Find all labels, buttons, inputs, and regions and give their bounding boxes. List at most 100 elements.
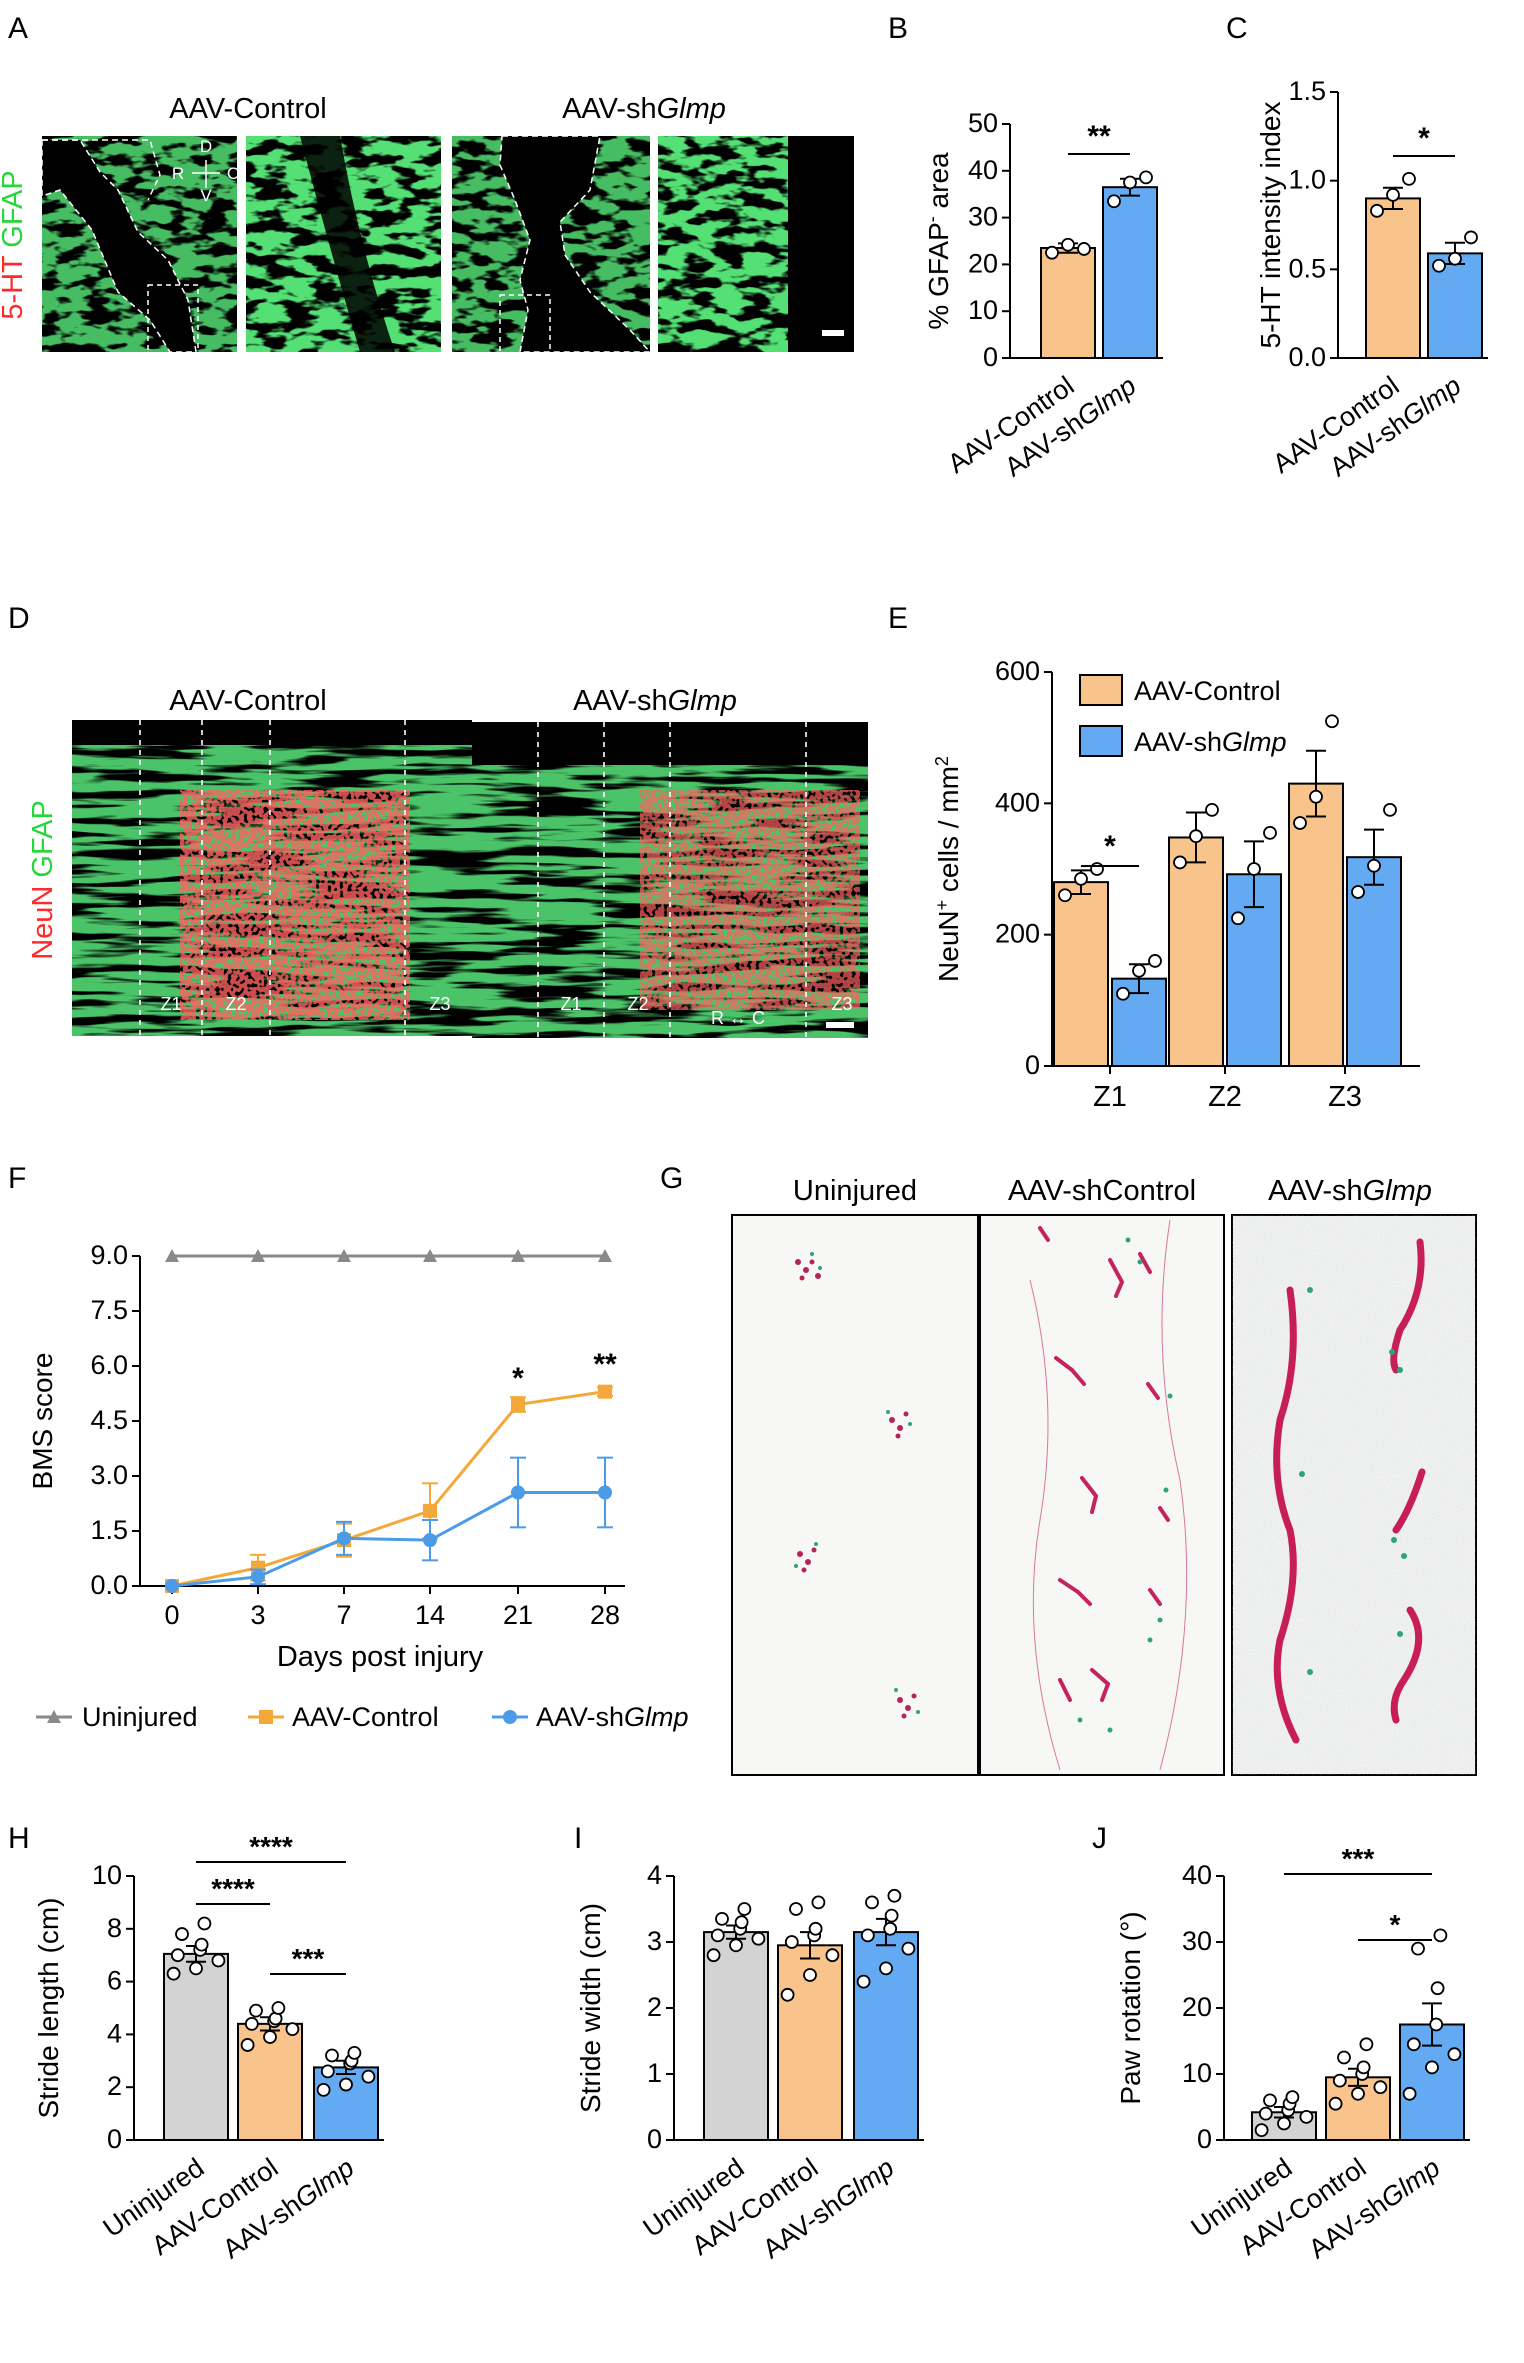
y-tick-label: 0: [1025, 1050, 1040, 1080]
data-point: [1429, 2017, 1444, 2032]
data-point: [1148, 954, 1162, 968]
y-tick-label: 4: [107, 2018, 122, 2048]
y-tick-label: 8: [107, 1913, 122, 1943]
y-tick-label: 10: [92, 1860, 122, 1890]
panel-d: D AAV-Control AAV-shGlmp NeuN GFAP Z1 Z2…: [8, 602, 868, 1038]
data-point: [884, 1908, 899, 1923]
data-point: [710, 1928, 725, 1943]
significance-stars: ***: [292, 1943, 325, 1974]
x-category-label: Z3: [1328, 1081, 1362, 1113]
data-point: [263, 2030, 277, 2044]
micrograph-a-control-zoom: [246, 136, 441, 352]
category-italic: Glmp: [1071, 370, 1141, 432]
data-point: [1406, 2037, 1421, 2052]
title-sh-italic: Glmp: [657, 93, 726, 125]
panel-letter: E: [888, 602, 908, 635]
legend-sh-italic: Glmp: [624, 1702, 689, 1732]
data-point: [598, 1384, 612, 1399]
data-point: [1139, 170, 1153, 185]
data-point: [165, 1249, 179, 1262]
data-point: [285, 2022, 300, 2037]
panel-letter: H: [8, 1822, 30, 1855]
x-axis-label: Days post injury: [277, 1641, 484, 1673]
data-point: [780, 1987, 795, 2002]
y-axis-label: Paw rotation (°): [1115, 1911, 1146, 2104]
data-point: [784, 1935, 799, 1949]
data-point: [175, 1927, 189, 1941]
data-point: [1277, 2116, 1291, 2131]
legend-label-control: AAV-Control: [292, 1702, 439, 1732]
data-point: [1411, 1941, 1425, 1956]
y-label-post: area: [923, 152, 954, 216]
y-label-text: 5-HT intensity index: [1255, 102, 1286, 349]
stain-gfap-d: GFAP: [27, 800, 59, 885]
panel-d-stain-label: NeuN GFAP: [27, 800, 59, 960]
legend-sh-plain: AAV-sh: [536, 1702, 624, 1732]
footprint-uninjured: [731, 1214, 979, 1776]
zone-z1-left: Z1: [160, 994, 181, 1014]
panel-a-title-control: AAV-Control: [169, 93, 326, 125]
data-point: [1447, 2047, 1462, 2062]
data-point: [337, 1531, 351, 1546]
category-italic: Glmp: [289, 2152, 359, 2214]
data-point: [194, 1937, 209, 1952]
data-point: [249, 2003, 263, 2018]
stain-5ht: 5-HT: [0, 255, 29, 320]
data-point: [1356, 2060, 1371, 2075]
data-point: [361, 2069, 376, 2084]
compass-r: R: [172, 164, 184, 183]
legend-sh-italic: Glmp: [1222, 727, 1287, 757]
x-tick-label: 3: [250, 1600, 265, 1630]
x-tick-label: 7: [336, 1600, 351, 1630]
data-point: [240, 2038, 255, 2052]
data-point: [1263, 2093, 1277, 2108]
data-point: [1045, 245, 1059, 260]
category-italic: Glmp: [1375, 2152, 1445, 2214]
data-point: [598, 1485, 612, 1500]
x-tick-label: 0: [164, 1600, 179, 1630]
data-point: [856, 1974, 871, 1989]
x-category-label: AAV-shGlmp: [217, 2152, 359, 2264]
bar: [1040, 247, 1096, 360]
x-category-label: Z1: [1093, 1081, 1127, 1113]
legend-marker-uninjured: [47, 1710, 61, 1723]
data-point: [729, 1938, 743, 1953]
panel-letter: J: [1092, 1822, 1107, 1855]
chart-c: C0.00.51.01.55-HT intensity indexAAV-Con…: [1226, 12, 1488, 482]
y-tick-label: 1.5: [1288, 76, 1326, 106]
category-italic: Glmp: [1396, 370, 1466, 432]
data-point: [511, 1485, 525, 1500]
data-point: [1189, 829, 1203, 844]
y-tick-label: 10: [1182, 2058, 1212, 2088]
data-point: [1254, 2123, 1269, 2138]
zone-z2-left: Z2: [225, 994, 246, 1014]
data-point: [1285, 2090, 1300, 2105]
data-point: [825, 1948, 840, 1963]
x-category-label: AAV-shGlmp: [757, 2152, 899, 2264]
data-point: [1367, 858, 1381, 873]
legend-swatch-sh: [1079, 725, 1123, 757]
data-point: [347, 2045, 362, 2060]
zone-z2-right: Z2: [627, 994, 648, 1014]
data-point: [1132, 963, 1146, 978]
y-label-pre: % GFAP: [923, 222, 954, 329]
g-title-plain: AAV-sh: [1268, 1175, 1363, 1207]
zone-z3-left: Z3: [429, 994, 450, 1014]
data-point: [879, 1961, 893, 1976]
data-point: [887, 1888, 902, 1903]
data-point: [1332, 2073, 1347, 2088]
legend-sh-plain: AAV-sh: [1134, 727, 1222, 757]
legend-label-sh: AAV-shGlmp: [1134, 727, 1287, 757]
axis-rc-label: R ↔ C: [711, 1008, 765, 1028]
data-point: [734, 1915, 749, 1930]
title-d-sh-italic: Glmp: [668, 685, 737, 717]
data-point: [1402, 2086, 1417, 2101]
footprint-shcontrol: [979, 1214, 1225, 1776]
legend-label-uninjured: Uninjured: [82, 1702, 198, 1732]
panel-letter: B: [888, 12, 908, 45]
footprint-shglmp: [1231, 1214, 1477, 1776]
y-tick-label: 9.0: [90, 1240, 128, 1270]
y-tick-label: 400: [995, 787, 1040, 817]
significance-stars: *: [1390, 1909, 1401, 1940]
